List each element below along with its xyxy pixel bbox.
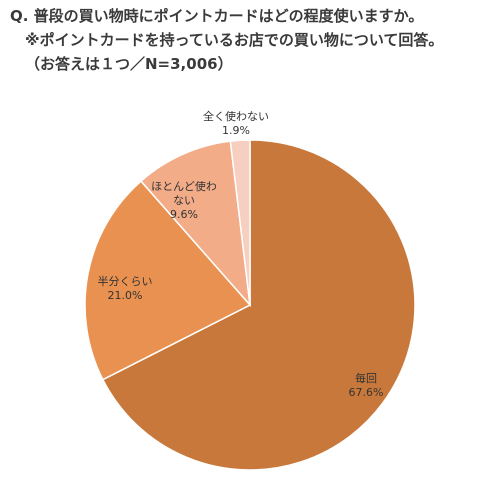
pie-slice bbox=[84, 180, 252, 381]
slice-value-label: 67.6% bbox=[349, 386, 384, 399]
question-answer-info: （お答えは１つ／N=3,006） bbox=[25, 55, 233, 73]
pie-slice bbox=[139, 140, 252, 308]
slice-value-label: 21.0% bbox=[108, 289, 143, 302]
slice-value-label: 9.6% bbox=[170, 208, 198, 221]
slice-label: 毎回 bbox=[355, 372, 377, 385]
slice-label: ない bbox=[173, 194, 195, 207]
slice-label: 全く使わない bbox=[203, 109, 269, 123]
slice-label: ほとんど使わ bbox=[151, 180, 217, 193]
slice-label: 半分くらい bbox=[98, 274, 153, 288]
pie-slice bbox=[229, 139, 251, 306]
question-note: ※ポイントカードを持っているお店での買い物について回答。 bbox=[25, 31, 444, 49]
slice-value-label: 1.9% bbox=[222, 124, 250, 137]
question-title: Q. 普段の買い物時にポイントカードはどの程度使いますか。 bbox=[10, 7, 424, 25]
pie-slice bbox=[101, 139, 416, 471]
